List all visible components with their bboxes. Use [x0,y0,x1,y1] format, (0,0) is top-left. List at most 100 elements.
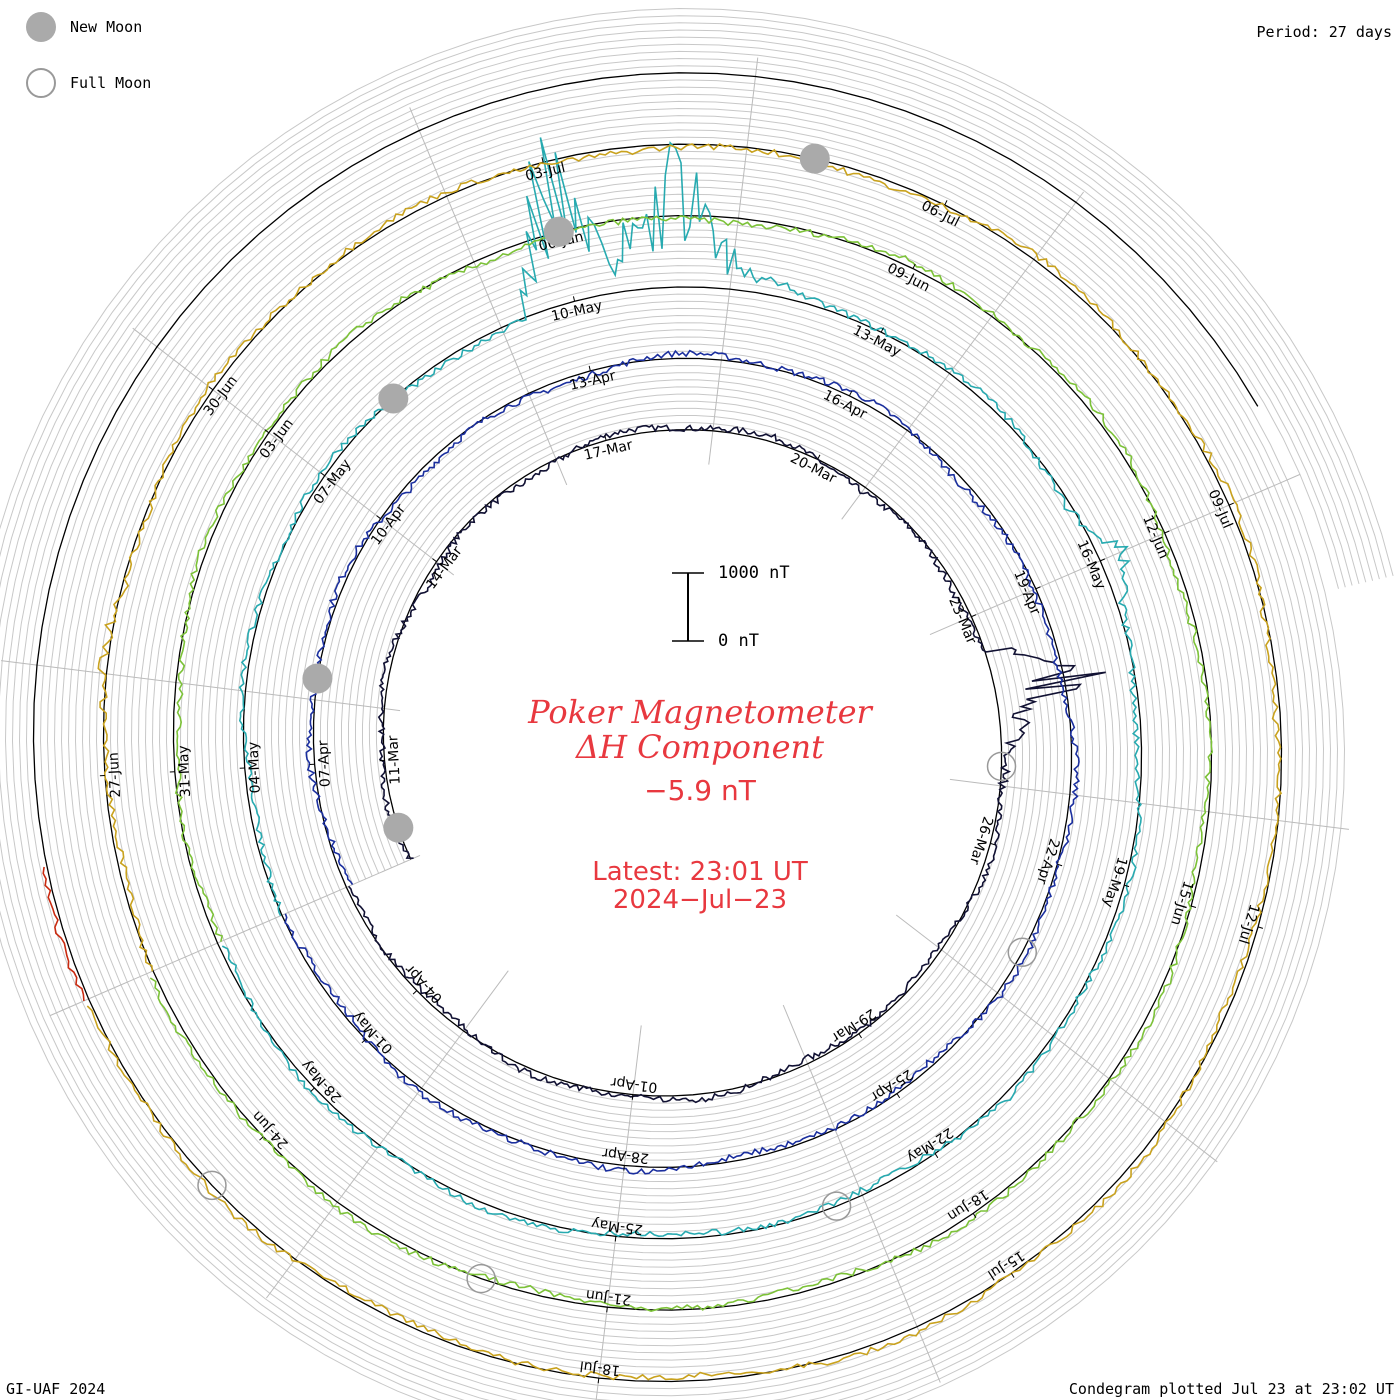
date-tick [614,1236,617,1242]
full-moon-marker [197,1170,227,1201]
date-tick-label: 21-Jun [585,1286,632,1307]
date-tick-label: 18-Jul [579,1357,621,1378]
date-tick [264,429,270,434]
date-tick [1164,530,1170,534]
date-tick [934,1153,939,1159]
scale-bottom-label: 0 nT [718,631,759,651]
data-series-trace [149,215,1214,1312]
date-tick [1010,1273,1015,1278]
date-tick [572,296,576,302]
grid-spoke [265,970,509,1299]
grid-spiral [0,36,1367,1400]
grid-spoke [132,327,455,576]
date-tick [1228,502,1234,506]
date-tick [1035,586,1041,590]
date-tick [1057,863,1063,867]
date-tick [972,1213,977,1218]
date-tick [259,1136,264,1141]
date-tick [376,515,381,520]
date-tick [320,472,325,477]
grid-spiral [11,50,1353,1400]
full-moon-icon [26,68,56,98]
grid-spiral [0,15,1387,1400]
legend-full-moon: Full Moon [26,68,151,98]
date-tick-label: 19-Apr [1010,568,1043,618]
grid-layer [0,7,1394,1400]
grid-spoke [841,191,1085,520]
plotted-label: Condegram plotted Jul 23 at 23:02 UT [1068,1380,1394,1398]
grid-spoke [708,57,759,465]
date-tick [971,614,977,618]
date-tick [604,435,607,441]
date-tick [606,1307,608,1313]
date-tick-label: 13-May [850,322,903,360]
new-moon-marker [383,812,414,843]
new-moon-marker [302,663,333,694]
date-tick-label: 11-Mar [385,735,404,785]
date-tick [1100,558,1106,562]
grid-spoke [782,1004,941,1383]
data-series-trace [42,866,85,1001]
date-tick-label: 12-Jul [1235,902,1262,945]
date-tick-label: 04-May [245,741,264,794]
grid-spiral [25,65,1339,1390]
latest-value: −5.9 nT [644,774,756,807]
date-tick [623,1165,625,1171]
date-tick [880,327,884,333]
date-tick [412,990,418,995]
date-tick-label: 22-May [904,1124,956,1166]
date-tick [588,365,591,371]
grid-spoke [929,473,1301,636]
date-tick [631,1094,634,1100]
latest-date: 2024−Jul−23 [612,885,788,915]
date-tick-label: 28-Apr [601,1144,650,1166]
date-tick [1124,884,1130,888]
grid-spiral [0,7,1394,1400]
date-tick [817,454,821,460]
full-moon-marker [466,1263,496,1294]
date-tick [1191,905,1197,908]
date-tick-label: 23-Mar [945,595,979,647]
date-tick [990,842,996,846]
date-tick-label: 25-May [590,1215,643,1237]
date-tick [432,558,437,563]
date-tick-label: 10-May [550,298,604,325]
scale-bar [672,572,704,642]
grid-spiral [0,22,1380,1400]
data-series-trace [221,137,1142,1238]
date-tick [597,1378,600,1384]
date-tick [912,263,916,269]
new-moon-marker [378,383,409,414]
latest-time: Latest: 23:01 UT [592,857,808,887]
date-tick-label: 13-Apr [568,368,617,394]
date-tick [208,386,214,391]
date-tick-label: 31-May [175,745,194,798]
grid-spoke [49,854,421,1017]
period-label: Period: 27 days [1256,23,1392,41]
full-moon-marker [1007,937,1038,968]
grid-spoke [895,914,1218,1163]
grid-spiral [18,57,1346,1397]
grid-spoke [409,107,568,486]
moon-markers-layer [197,143,1038,1294]
full-moon-marker [986,751,1017,782]
grid-spoke [0,660,401,712]
date-tick-label: 07-Apr [315,740,333,788]
grid-spiral [0,29,1374,1400]
date-tick [848,391,853,397]
chart-title: Poker Magnetometer [528,693,872,731]
date-tick [896,1093,901,1099]
date-tick [541,157,544,163]
legend-full-moon-label: Full Moon [70,74,152,92]
full-moon-marker [821,1191,852,1221]
date-tick-label: 20-Mar [788,450,839,487]
date-tick [858,1033,862,1039]
new-moon-marker [799,143,830,174]
legend-new-moon: New Moon [26,12,142,42]
date-tick-label: 27-Jun [106,752,124,798]
credit-label: GI-UAF 2024 [6,1380,106,1398]
grid-spiral [4,43,1360,1400]
date-tick [1257,926,1264,929]
